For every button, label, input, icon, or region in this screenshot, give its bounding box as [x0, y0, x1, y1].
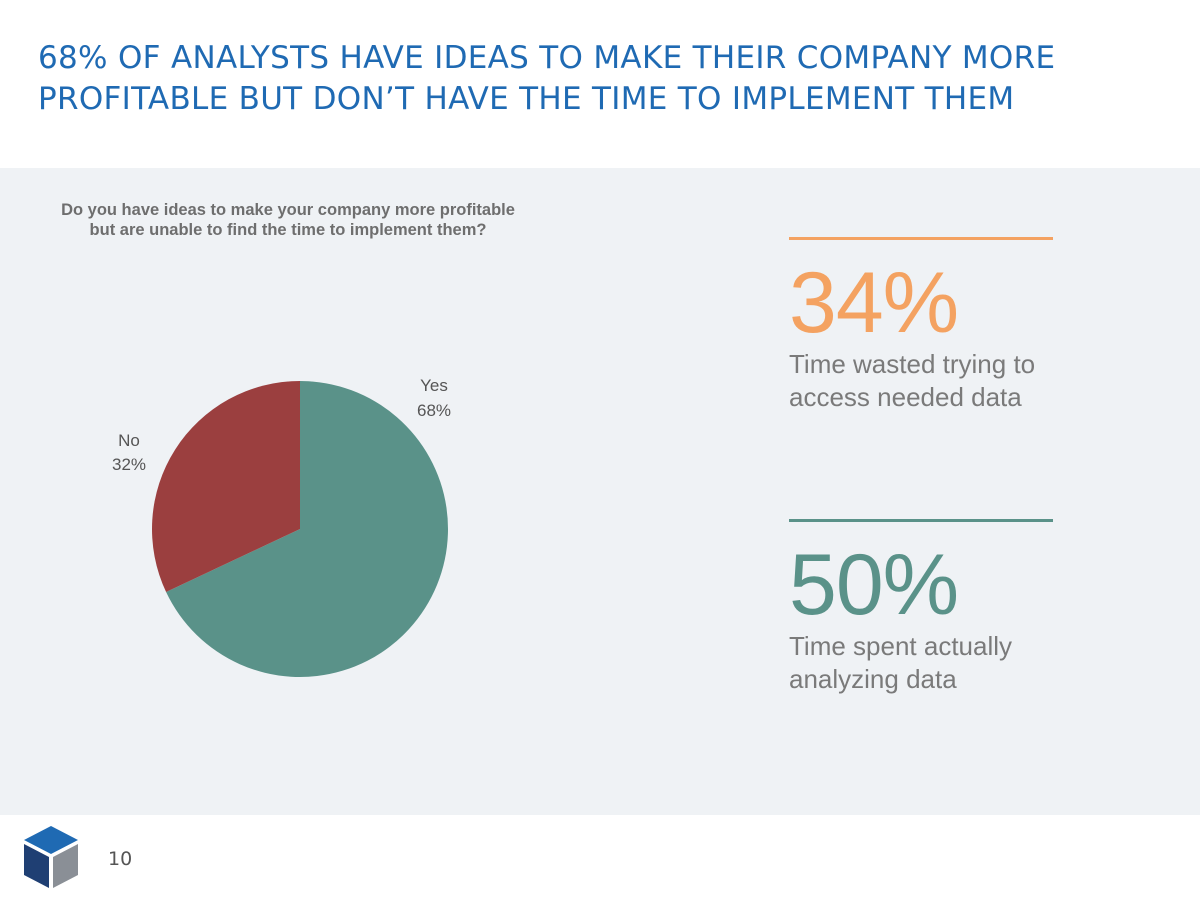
- slice-value-yes: 68%: [417, 401, 451, 420]
- slice-label-yes: Yes: [420, 376, 448, 395]
- stat-description: Time spent actually analyzing data: [789, 631, 1013, 694]
- page-number: 10: [108, 848, 133, 870]
- stat-description: Time wasted trying to access needed data: [789, 349, 1036, 412]
- stat-value: 34%: [789, 255, 959, 351]
- stat-block-time-analyzing: 50% Time spent actually analyzing data: [789, 519, 1053, 696]
- stat-divider: [789, 237, 1053, 240]
- pie-slice-no: [151, 381, 300, 593]
- stat-divider: [789, 519, 1053, 522]
- stat-block-time-wasted: 34% Time wasted trying to access needed …: [789, 237, 1053, 414]
- chart-title: Do you have ideas to make your company m…: [61, 201, 515, 239]
- slice-label-no: No: [118, 431, 140, 450]
- pie-slice-yes: [166, 381, 448, 677]
- slide-title: 68% OF ANALYSTS HAVE IDEAS TO MAKE THEIR…: [38, 40, 1056, 117]
- cube-logo-icon: [24, 826, 78, 888]
- slice-value-no: 32%: [112, 455, 146, 474]
- stat-value: 50%: [789, 537, 959, 633]
